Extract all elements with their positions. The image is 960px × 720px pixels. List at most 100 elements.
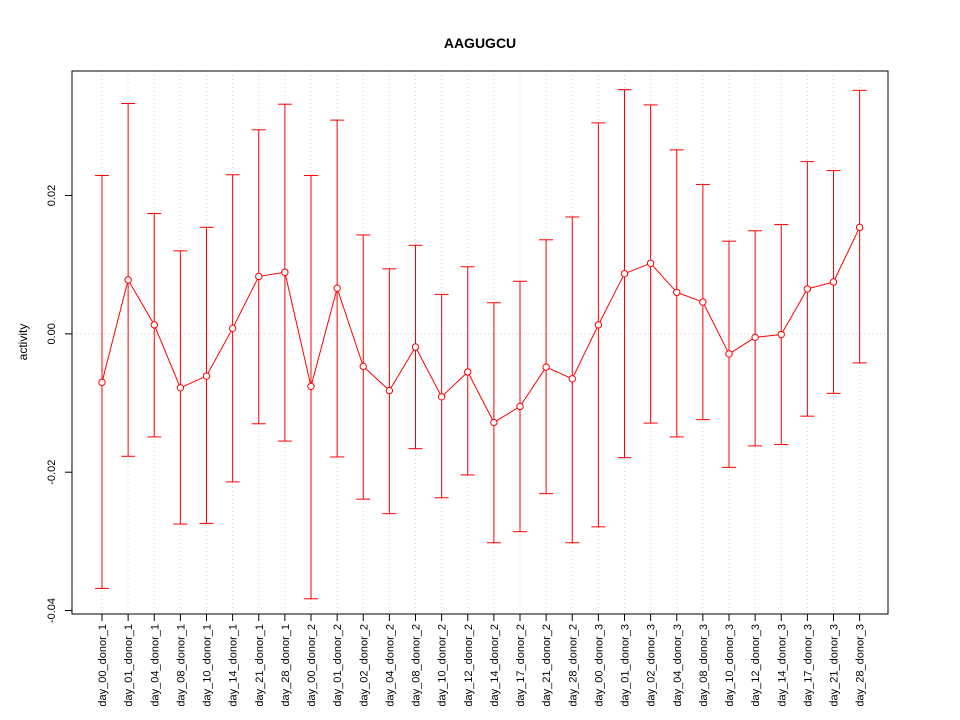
y-axis-title: activity [16,324,30,361]
x-tick-label: day_01_donor_2 [332,624,344,707]
data-point [176,384,185,392]
data-point [411,343,420,351]
y-tick-label: -0.04 [46,598,58,623]
x-tick-label: day_02_donor_3 [646,624,658,707]
series-line-segment [153,324,181,388]
data-point [699,298,707,306]
x-tick-label: day_21_donor_3 [829,624,841,707]
series-line-segment [676,291,704,303]
series-line-segment [702,301,730,355]
data-point [542,363,550,371]
x-tick-label: day_00_donor_2 [306,624,318,707]
series-line-segment [755,334,782,338]
data-point [673,288,681,297]
y-tick-label: 0.00 [46,323,58,344]
data-point [855,223,864,232]
x-tick-label: day_02_donor_2 [358,624,370,707]
series-line-segment [127,279,155,326]
x-tick-label: day_01_donor_1 [123,624,135,707]
series-line-segment [650,262,678,293]
series-line-segment [258,271,285,277]
data-point [124,276,132,284]
x-tick-label: day_12_donor_2 [463,624,475,707]
x-tick-label: day_08_donor_2 [411,624,423,707]
data-point [333,284,341,292]
data-point [490,418,498,427]
x-tick-label: day_17_donor_2 [515,624,527,707]
data-point [385,386,394,395]
series-line-segment [415,346,443,398]
data-point [516,402,524,411]
series-line-segment [441,371,469,398]
x-tick-label: day_28_donor_3 [855,624,867,707]
series-line-segment [362,365,390,391]
series-line-segment [493,406,521,423]
x-tick-label: day_10_donor_1 [202,624,214,707]
series-line-segment [807,281,834,290]
series-line-segment [571,324,599,380]
data-point [202,372,211,380]
data-point [437,393,446,401]
data-point [646,259,655,267]
x-tick-label: day_04_donor_2 [384,624,396,707]
data-point [255,272,263,281]
data-point [803,285,812,293]
series-line-segment [284,272,312,387]
y-axis: -0.04 -0.02 0.00 0.02 [46,185,72,623]
data-point [98,378,106,386]
series-line-segment [388,346,416,391]
series-line-segment [780,288,808,335]
x-tick-label: day_12_donor_3 [750,624,762,707]
data-point [725,350,733,358]
series-line-segment [519,366,547,407]
grid [72,71,888,614]
series-line-segment [597,273,625,326]
data-point [620,269,629,278]
plot-frame [71,70,889,615]
data-point [359,362,367,371]
x-tick-label: day_28_donor_2 [567,624,579,707]
data-point [594,321,603,329]
data-point [777,330,785,339]
x-tick-label: day_04_donor_3 [672,624,684,707]
x-tick-label: day_14_donor_1 [228,624,240,707]
x-tick-label: day_17_donor_3 [802,624,814,707]
data-point [228,324,237,333]
series-line-segment [545,366,573,380]
series-line-segment [467,371,495,423]
series-line-segment [101,279,129,383]
x-tick-label: day_00_donor_3 [593,624,605,707]
x-axis: day_00_donor_1 day_01_donor_1 day_04_donor… [97,614,867,707]
x-tick-label: day_00_donor_1 [97,624,109,707]
x-tick-label: day_21_donor_2 [541,624,553,707]
series-line-segment [310,288,338,387]
x-tick-label: day_04_donor_1 [149,624,161,707]
x-tick-label: day_08_donor_3 [698,624,710,707]
data-point [464,368,472,376]
x-tick-label: day_28_donor_1 [280,624,292,707]
data-point [281,268,289,276]
y-tick-label: -0.02 [46,460,58,485]
x-tick-label: day_21_donor_1 [254,624,266,707]
chart-title: AAGUGCU [444,35,516,51]
data-point [150,321,158,329]
x-tick-label: day_01_donor_3 [620,624,632,707]
x-tick-label: day_14_donor_3 [776,624,788,707]
series-line-segment [180,375,207,389]
x-tick-label: day_14_donor_2 [489,624,501,707]
data-point [751,333,759,342]
y-tick-label: 0.02 [46,185,58,206]
x-tick-label: day_10_donor_2 [437,624,449,707]
x-tick-label: day_10_donor_3 [724,624,736,707]
data-point [568,375,576,383]
data-point [829,278,838,286]
series-line-segment [232,276,260,329]
series-line-segment [336,288,364,367]
series-line-segment [206,328,234,377]
x-tick-label: day_08_donor_1 [175,624,187,707]
series-line-segment [728,336,756,355]
series-line-segment [624,262,651,275]
series-line-segment [833,227,861,283]
data-point [307,382,315,391]
